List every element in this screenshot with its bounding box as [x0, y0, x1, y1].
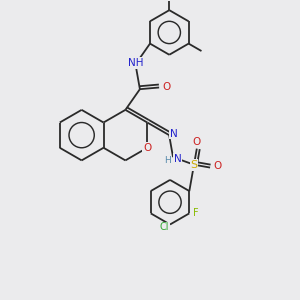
Text: O: O — [162, 82, 171, 92]
Text: NH: NH — [128, 58, 143, 68]
Text: F: F — [193, 208, 199, 218]
Text: Cl: Cl — [160, 223, 169, 232]
Text: S: S — [190, 160, 197, 170]
Text: O: O — [193, 137, 201, 147]
Text: H: H — [164, 156, 170, 165]
Text: N: N — [170, 129, 178, 139]
Text: N: N — [174, 154, 182, 164]
Text: O: O — [143, 143, 152, 153]
Text: O: O — [213, 161, 222, 171]
